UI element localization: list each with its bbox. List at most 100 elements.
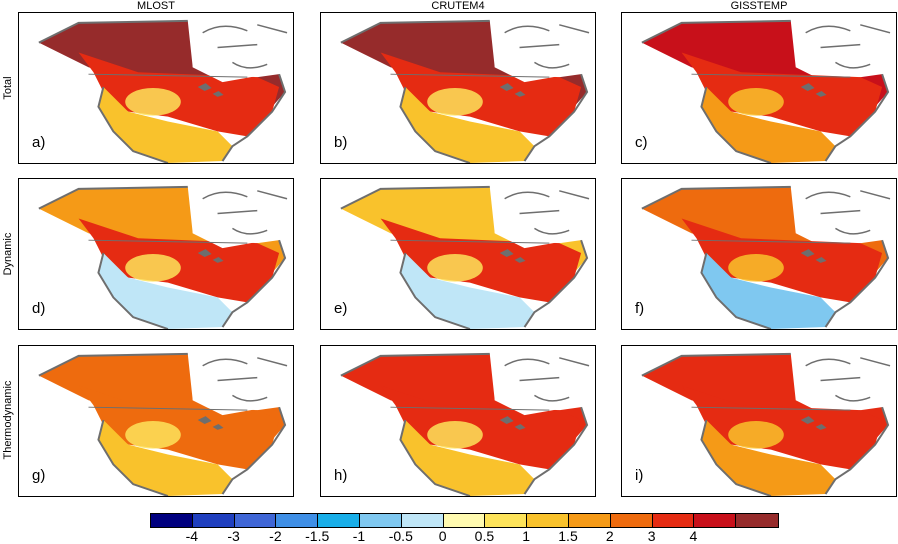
great-lakes [197,83,224,97]
land-mid [380,385,582,470]
colorbar-swatch-6 [401,514,444,527]
colorbar-swatch-2 [234,514,277,527]
panel-label: b) [334,134,348,151]
row-label-thermodynamic: Thermodynamic [2,380,14,460]
coastline [641,19,890,163]
anomaly-patch [427,421,483,449]
coastline [340,185,589,329]
coastline-arctic [504,190,590,235]
anomaly-patch [125,88,181,116]
colorbar-swatch-8 [485,514,528,527]
coastline-arctic [805,357,891,402]
great-lakes [499,249,526,263]
colorbar-tick-label: 3 [647,528,656,544]
great-lakes [499,416,526,430]
panel-label: f) [635,300,645,317]
no-data-region [805,196,856,241]
no-data-region [192,353,280,416]
colorbar-swatch-1 [192,514,235,527]
land-south [701,420,836,496]
colorbar-tick-label: 0 [438,528,447,544]
panel-label: d) [32,300,46,317]
panel-label: e) [334,300,348,317]
coastline [340,19,589,163]
colorbar-tick-label: -4 [185,528,199,544]
border-line [691,406,851,411]
coastline [38,352,287,496]
land-mid [380,218,582,303]
colorbar-tick-label: -1.5 [305,528,330,544]
colorbar-swatch-3 [276,514,319,527]
colorbar-swatch-4 [318,514,360,527]
colorbar-tick-label: 2 [605,528,614,544]
no-data-region [805,30,856,75]
coastline-arctic [504,24,590,69]
colorbar-tick-label: -1 [352,528,366,544]
map-panel-b: b) [320,12,596,164]
coastline [641,185,890,329]
land-mid [380,52,582,137]
map-panel-d: d) [18,178,294,330]
border-line [390,73,550,78]
panel-label: a) [32,134,46,151]
border-line [691,239,851,244]
land-south [400,87,535,163]
colorbar-swatch-10 [568,514,611,527]
anomaly-patch [728,88,784,116]
land-mid [681,52,883,137]
coastline [641,352,890,496]
colorbar-tick-label: -0.5 [388,528,413,544]
great-lakes [197,249,224,263]
land-south [98,253,233,329]
coastline-arctic [805,24,891,69]
colorbar-swatch-11 [610,514,653,527]
panel-label: i) [635,467,644,484]
no-data-region [192,20,280,83]
column-title-gisstemp: GISSTEMP [730,0,788,12]
land-mid [78,385,280,470]
border-line [88,239,248,244]
anomaly-patch [728,254,784,282]
land-mid [78,52,280,137]
map-panel-c: c) [621,12,897,164]
border-line [390,406,550,411]
great-lakes [197,416,224,430]
map-panel-a: a) [18,12,294,164]
row-label-dynamic: Dynamic [2,232,14,276]
no-data-region [805,363,856,408]
colorbar-tick-label: 1 [522,528,531,544]
great-lakes [800,249,827,263]
no-data-region [494,20,582,83]
no-data-region [192,186,280,249]
colorbar-swatch-0 [151,514,193,527]
column-title-mlost: MLOST [137,0,175,12]
panel-label: h) [334,467,348,484]
land-mid [681,385,883,470]
colorbar-tick-label: -3 [227,528,240,544]
colorbar-swatch-12 [652,514,695,527]
land-south [98,87,233,163]
map-panel-g: g) [18,345,294,497]
coastline-arctic [805,190,891,235]
border-line [691,73,851,78]
coastline-arctic [504,357,590,402]
land-south [701,87,836,163]
anomaly-patch [125,421,181,449]
anomaly-patch [427,88,483,116]
anomaly-patch [427,254,483,282]
land-south [701,253,836,329]
map-panel-f: f) [621,178,897,330]
border-line [390,239,550,244]
colorbar-tick-label: 0.5 [474,528,495,544]
panel-label: c) [635,134,648,151]
anomaly-patch [728,421,784,449]
coastline [340,352,589,496]
anomaly-patch [125,254,181,282]
map-panel-e: e) [320,178,596,330]
row-label-total: Total [2,76,14,100]
land-south [400,253,535,329]
no-data-region [494,186,582,249]
no-data-region [494,353,582,416]
land-mid [78,218,280,303]
map-panel-h: h) [320,345,596,497]
